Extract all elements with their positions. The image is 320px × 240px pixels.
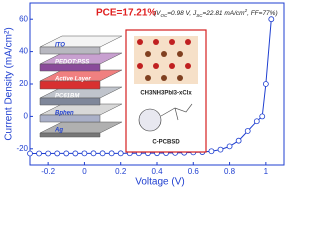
atom [177, 75, 183, 81]
layer-active-side [39, 80, 101, 90]
atom [137, 39, 143, 45]
atom [177, 51, 183, 57]
pce-annotation: PCE=17.21% [96, 8, 156, 19]
atom [185, 39, 191, 45]
annotation-part: 2 [244, 8, 248, 13]
annotation-part: , FF=77%) [247, 10, 278, 17]
perovskite-structure [134, 36, 198, 84]
y-tick-label: 0 [24, 112, 29, 121]
perovskite-label: CH3NH3PbI3-xClx [140, 91, 192, 97]
data-point [36, 150, 42, 157]
x-tick-label: 0 [82, 167, 87, 176]
layer-label: Bphen [55, 111, 74, 117]
data-point [262, 81, 269, 87]
c60 [138, 108, 162, 132]
atom [161, 51, 167, 57]
data-point [72, 150, 79, 157]
y-tick-label: 60 [19, 14, 28, 23]
layer-label: ITO [55, 43, 65, 49]
device-stack [39, 35, 123, 138]
data-point [268, 16, 275, 23]
x-tick-label: 0.4 [151, 167, 163, 176]
atom [153, 63, 159, 69]
atom [145, 51, 151, 57]
layer-label: Ag [54, 128, 63, 134]
atom [137, 63, 143, 69]
data-point [259, 113, 266, 120]
data-point [27, 150, 33, 157]
data-point [226, 143, 233, 150]
annotation-part: =0.98 V, J [167, 10, 197, 17]
data-point [108, 150, 115, 157]
data-point [235, 137, 242, 144]
y-tick-label: 20 [19, 79, 28, 88]
atom [153, 39, 159, 45]
atom [169, 39, 175, 45]
data-point [63, 150, 70, 157]
layer-ito [39, 35, 123, 48]
atom [185, 63, 191, 69]
annotation-part: (V [154, 10, 161, 17]
data-point [253, 118, 260, 125]
layer-pedot-side [39, 63, 101, 72]
layer-ag-side [39, 132, 101, 138]
atom [161, 75, 167, 81]
y-tick-label: 40 [19, 47, 28, 56]
data-point [81, 150, 88, 157]
annotation-part: OC [161, 13, 169, 18]
data-point [217, 146, 224, 153]
x-tick-label: 0.6 [188, 167, 200, 176]
layer-bphen-side [39, 114, 101, 123]
y-axis-title: Current Density (mA/cm²) [4, 27, 15, 140]
fullerene-label: C-PCBSD [152, 140, 180, 146]
layer-label: PC61BM [55, 94, 80, 100]
layer-pcbm-side [39, 97, 101, 106]
chart: Voltage (V) Current Density (mA/cm²) PCE… [4, 2, 285, 188]
data-point [90, 150, 97, 157]
data-point [208, 148, 215, 155]
data-point [244, 128, 251, 134]
layer-ito-side [39, 46, 101, 55]
x-tick-label: 0.2 [115, 167, 127, 176]
y-tick-label: -20 [16, 144, 28, 153]
data-point [117, 150, 124, 157]
annotation-part: =22.81 mA/cm [202, 10, 245, 17]
data-point [54, 150, 61, 157]
fullerene [138, 103, 193, 132]
layer-bphen [39, 103, 123, 116]
data-point [99, 150, 106, 157]
data-point [45, 150, 52, 157]
layer-label: PEDOT:PSS [55, 60, 89, 66]
atom [145, 75, 151, 81]
atom [169, 63, 175, 69]
annotation-part: SC [196, 13, 203, 18]
detail-annotation: (VOC=0.98 V, JSC=22.81 mA/cm2, FF=77%) [154, 8, 278, 18]
x-tick-label: -0.2 [41, 167, 55, 176]
x-tick-label: 1 [264, 167, 269, 176]
x-axis-title: Voltage (V) [135, 177, 184, 188]
layer-label: Active Layer [54, 77, 91, 83]
side-chain [160, 103, 193, 121]
x-tick-label: 0.8 [224, 167, 236, 176]
layer-ag [39, 121, 123, 134]
